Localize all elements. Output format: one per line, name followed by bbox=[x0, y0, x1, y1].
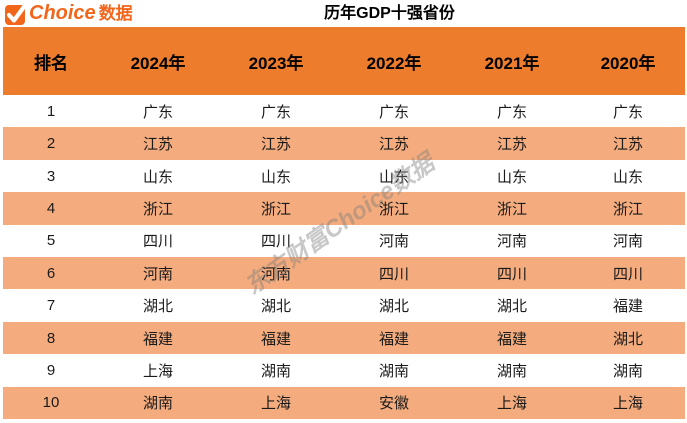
province-cell: 湖北 bbox=[260, 298, 291, 316]
province-cell: 福建 bbox=[612, 298, 643, 316]
province-cell: 河南 bbox=[142, 265, 173, 283]
province-cell: 江苏 bbox=[260, 136, 291, 154]
province-cell: 四川 bbox=[260, 233, 291, 251]
table-row: 5 四川 四川 河南 河南 河南 bbox=[3, 224, 685, 258]
province-cell: 浙江 bbox=[142, 200, 173, 218]
table-header-row: 排名 2024年 2023年 2022年 2021年 2020年 bbox=[3, 27, 685, 95]
year-column-header: 2022年 bbox=[366, 53, 422, 73]
province-cell: 广东 bbox=[142, 103, 173, 121]
brand-logo: Choice 数据 bbox=[4, 1, 133, 26]
province-cell: 福建 bbox=[378, 330, 409, 348]
province-cell: 江苏 bbox=[496, 136, 527, 154]
year-column-header: 2024年 bbox=[130, 53, 186, 73]
province-cell: 浙江 bbox=[260, 200, 291, 218]
province-cell: 四川 bbox=[378, 265, 409, 283]
province-cell: 四川 bbox=[496, 265, 527, 283]
province-cell: 河南 bbox=[378, 233, 409, 251]
province-cell: 山东 bbox=[378, 168, 409, 186]
year-column-header: 2020年 bbox=[600, 53, 656, 73]
rank-cell: 2 bbox=[46, 135, 56, 153]
rank-cell: 6 bbox=[46, 264, 56, 282]
province-cell: 湖南 bbox=[496, 362, 527, 380]
province-cell: 江苏 bbox=[142, 136, 173, 154]
rank-cell: 5 bbox=[46, 232, 56, 250]
table-row: 2 江苏 江苏 江苏 江苏 江苏 bbox=[3, 127, 685, 160]
province-cell: 安徽 bbox=[378, 395, 409, 413]
table-row: 8 福建 福建 福建 福建 湖北 bbox=[3, 321, 685, 355]
province-cell: 河南 bbox=[496, 233, 527, 251]
check-icon bbox=[4, 1, 27, 26]
province-cell: 江苏 bbox=[378, 136, 409, 154]
province-cell: 上海 bbox=[142, 362, 173, 380]
rank-cell: 4 bbox=[46, 199, 56, 217]
province-cell: 江苏 bbox=[612, 136, 643, 154]
province-cell: 湖南 bbox=[260, 362, 291, 380]
province-cell: 四川 bbox=[142, 233, 173, 251]
table-row: 10 湖南 上海 安徽 上海 上海 bbox=[3, 386, 685, 420]
province-cell: 上海 bbox=[496, 395, 527, 413]
province-cell: 湖南 bbox=[612, 362, 643, 380]
rank-cell: 9 bbox=[46, 361, 56, 379]
province-cell: 福建 bbox=[260, 330, 291, 348]
province-cell: 上海 bbox=[260, 395, 291, 413]
brand-name: Choice bbox=[29, 2, 96, 24]
rank-column-header: 排名 bbox=[34, 53, 68, 73]
province-cell: 浙江 bbox=[496, 200, 527, 218]
province-cell: 湖南 bbox=[142, 395, 173, 413]
table-body: 1 广东 广东 广东 广东 广东 2 江苏 江苏 江苏 江苏 江苏 3 山东 山东 山东 山东 山东 4 浙江 浙江 浙江… bbox=[3, 95, 685, 420]
rank-cell: 1 bbox=[46, 102, 56, 120]
province-cell: 湖南 bbox=[378, 362, 409, 380]
province-cell: 山东 bbox=[612, 168, 643, 186]
table-row: 7 湖北 湖北 湖北 湖北 福建 bbox=[3, 289, 685, 322]
province-cell: 河南 bbox=[260, 265, 291, 283]
rank-cell: 10 bbox=[42, 394, 60, 412]
province-cell: 四川 bbox=[612, 265, 643, 283]
year-column-header: 2023年 bbox=[248, 53, 304, 73]
gdp-ranking-table: 排名 2024年 2023年 2022年 2021年 2020年 1 广东 广东 广东 广东 广东 2… bbox=[3, 27, 685, 420]
top-bar: Choice 数据 历年GDP十强省份 bbox=[0, 0, 687, 27]
province-cell: 浙江 bbox=[612, 200, 643, 218]
province-cell: 山东 bbox=[142, 168, 173, 186]
rank-cell: 8 bbox=[46, 329, 56, 347]
province-cell: 湖北 bbox=[378, 298, 409, 316]
province-cell: 广东 bbox=[496, 103, 527, 121]
province-cell: 上海 bbox=[612, 395, 643, 413]
rank-cell: 3 bbox=[46, 167, 56, 185]
province-cell: 山东 bbox=[496, 168, 527, 186]
table-row: 4 浙江 浙江 浙江 浙江 浙江 bbox=[3, 192, 685, 225]
rank-cell: 7 bbox=[46, 297, 56, 315]
table-row: 9 上海 湖南 湖南 湖南 湖南 bbox=[3, 354, 685, 387]
year-column-header: 2021年 bbox=[484, 53, 540, 73]
province-cell: 广东 bbox=[378, 103, 409, 121]
province-cell: 湖北 bbox=[142, 298, 173, 316]
province-cell: 湖北 bbox=[612, 330, 643, 348]
province-cell: 浙江 bbox=[378, 200, 409, 218]
province-cell: 广东 bbox=[612, 103, 643, 121]
province-cell: 广东 bbox=[260, 103, 291, 121]
table-row: 1 广东 广东 广东 广东 广东 bbox=[3, 95, 685, 128]
table-row: 3 山东 山东 山东 山东 山东 bbox=[3, 159, 685, 193]
table-row: 6 河南 河南 四川 四川 四川 bbox=[3, 257, 685, 290]
page-title: 历年GDP十强省份 bbox=[324, 5, 455, 22]
province-cell: 山东 bbox=[260, 168, 291, 186]
province-cell: 福建 bbox=[496, 330, 527, 348]
province-cell: 湖北 bbox=[496, 298, 527, 316]
province-cell: 福建 bbox=[142, 330, 173, 348]
brand-suffix: 数据 bbox=[98, 4, 133, 23]
province-cell: 河南 bbox=[612, 233, 643, 251]
